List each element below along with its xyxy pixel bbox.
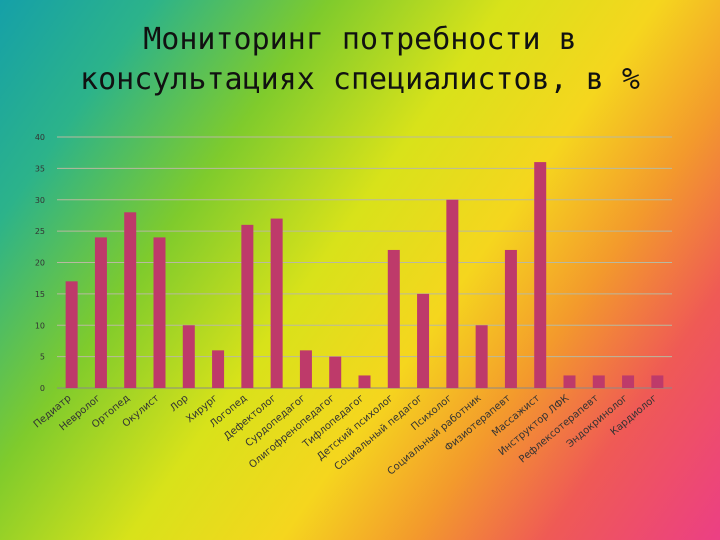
title-line-1: Мониторинг потребности в <box>143 22 577 57</box>
bar <box>94 237 107 388</box>
bar <box>534 162 547 388</box>
bar <box>651 375 664 388</box>
bar <box>622 375 635 388</box>
bar <box>212 350 225 388</box>
y-tick-label: 40 <box>35 133 45 142</box>
y-tick-label: 5 <box>40 353 45 362</box>
bar <box>563 375 576 388</box>
y-tick-label: 0 <box>40 384 45 393</box>
y-tick-label: 30 <box>35 196 45 205</box>
y-tick-label: 20 <box>35 259 45 268</box>
bar <box>475 325 488 388</box>
bar <box>358 375 371 388</box>
bar <box>270 218 283 388</box>
bar <box>65 281 78 388</box>
y-tick-label: 10 <box>35 321 45 330</box>
y-tick-label: 15 <box>35 290 45 299</box>
bar <box>182 325 195 388</box>
bar <box>124 212 137 388</box>
bar <box>446 199 459 388</box>
bar <box>387 249 400 388</box>
bar <box>417 293 430 388</box>
bar <box>241 224 254 388</box>
bar <box>299 350 312 388</box>
bar <box>329 356 342 388</box>
x-tick-label: Лор <box>168 393 190 414</box>
bar <box>153 237 166 388</box>
bar <box>504 249 517 388</box>
title-line-2: консультациях специалистов, в % <box>80 62 640 97</box>
y-tick-label: 35 <box>35 164 45 173</box>
y-tick-label: 25 <box>35 227 45 236</box>
bar <box>592 375 605 388</box>
chart-title: Мониторинг потребности в консультациях с… <box>0 20 720 100</box>
